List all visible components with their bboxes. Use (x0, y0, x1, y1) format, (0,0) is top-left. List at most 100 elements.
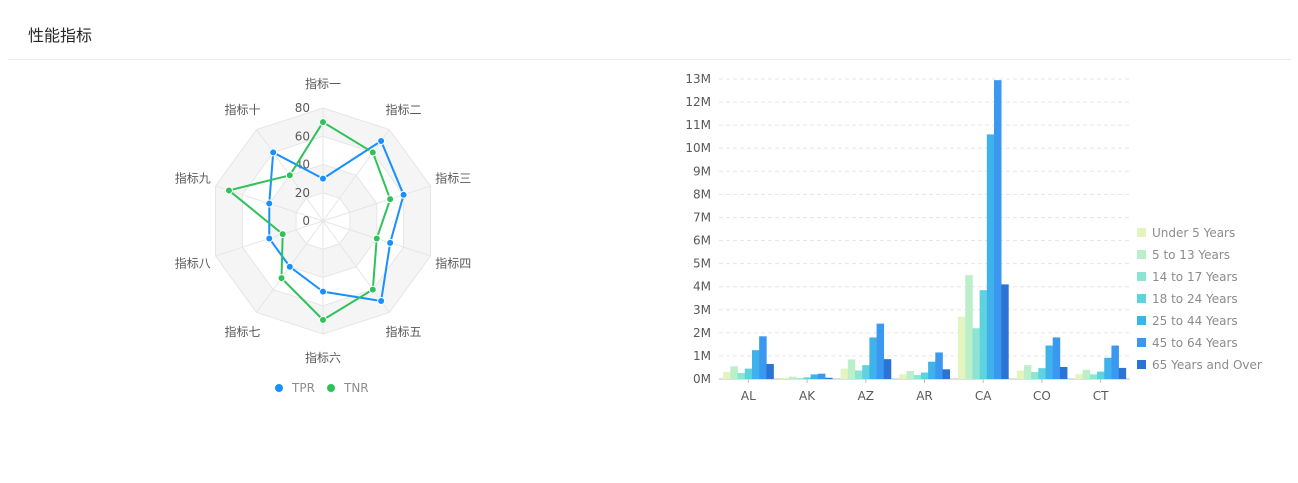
page-title: 性能指标 (28, 26, 93, 45)
legend-marker-series-6[interactable] (1137, 338, 1146, 347)
bar-ca-series-4[interactable] (979, 290, 988, 379)
bar-co-series-1[interactable] (1016, 370, 1025, 379)
bar-az-series-4[interactable] (862, 365, 870, 379)
legend-marker-series-4[interactable] (1137, 294, 1146, 303)
bar-ar-series-6[interactable] (935, 352, 943, 379)
bar-ct-series-7[interactable] (1118, 367, 1127, 379)
bar-ca-series-3[interactable] (972, 328, 980, 379)
legend-marker-series-7[interactable] (1137, 360, 1146, 369)
bar-ct-series-2[interactable] (1082, 369, 1091, 379)
radar-point-tnr (224, 186, 233, 195)
legend-label-series-3[interactable]: 14 to 17 Years (1152, 270, 1238, 284)
radar-tick-label: 80 (295, 101, 310, 115)
bar-ar-series-2[interactable] (906, 370, 915, 379)
bar-ak-series-4[interactable] (803, 377, 811, 379)
x-tick-label: AK (799, 389, 816, 403)
legend-label-tpr[interactable]: TPR (291, 381, 315, 395)
legend-marker-series-1[interactable] (1137, 228, 1146, 237)
legend-label-series-2[interactable]: 5 to 13 Years (1152, 248, 1230, 262)
bar-co-series-5[interactable] (1045, 345, 1054, 379)
bar-az-series-3[interactable] (854, 370, 863, 379)
bar-al-series-6[interactable] (759, 336, 767, 379)
bar-az-series-7[interactable] (883, 359, 892, 379)
bar-ar-series-5[interactable] (928, 361, 936, 379)
y-tick-label: 8M (693, 187, 711, 201)
bar-ca-series-1[interactable] (958, 316, 966, 379)
bar-az-series-5[interactable] (869, 337, 877, 379)
radar-point-tpr (386, 238, 395, 247)
bar-al-series-7[interactable] (766, 364, 774, 379)
bar-ak-series-5[interactable] (810, 374, 819, 379)
radar-point-tpr (377, 296, 386, 305)
radar-point-tpr (319, 174, 327, 183)
bar-ca-series-6[interactable] (994, 80, 1002, 380)
x-tick-label: CO (1033, 389, 1051, 403)
radar-point-tpr (319, 287, 327, 296)
y-tick-label: 7M (693, 210, 711, 224)
bar-co-series-2[interactable] (1023, 365, 1032, 379)
bar-co-series-6[interactable] (1052, 337, 1061, 379)
legend-marker-tpr[interactable] (275, 384, 283, 392)
radar-point-tpr (399, 190, 408, 199)
bar-ca-series-5[interactable] (986, 134, 995, 379)
bar-al-series-1[interactable] (723, 371, 731, 379)
panel-header: 性能指标 (8, 0, 1291, 60)
legend-label-series-5[interactable]: 25 to 44 Years (1152, 314, 1238, 328)
x-tick-label: CA (975, 389, 992, 403)
bar-ct-series-5[interactable] (1104, 357, 1112, 379)
bar-az-series-6[interactable] (876, 323, 885, 379)
radar-tick-label: 0 (302, 214, 310, 228)
bar-co-series-7[interactable] (1059, 367, 1068, 379)
radar-point-tnr (372, 234, 381, 243)
radar-point-tnr (285, 171, 294, 180)
bar-ct-series-3[interactable] (1089, 374, 1098, 379)
bar-al-series-4[interactable] (744, 368, 753, 379)
bar-ar-series-1[interactable] (899, 374, 907, 379)
bar-ak-series-2[interactable] (789, 376, 797, 379)
radar-tick-label: 60 (295, 129, 310, 143)
bar-ct-series-4[interactable] (1097, 371, 1105, 379)
bar-al-series-5[interactable] (751, 350, 760, 379)
bar-al-series-3[interactable] (737, 373, 746, 379)
bar-ca-series-7[interactable] (1001, 284, 1009, 379)
legend-label-series-4[interactable]: 18 to 24 Years (1152, 292, 1238, 306)
legend-label-series-1[interactable]: Under 5 Years (1152, 226, 1235, 240)
bar-ak-series-7[interactable] (825, 377, 833, 379)
x-tick-label: AR (916, 389, 933, 403)
radar-point-tnr (368, 285, 377, 294)
radar-axis-label: 指标六 (305, 350, 341, 365)
radar-point-tpr (265, 234, 274, 243)
bar-ca-series-2[interactable] (965, 275, 973, 379)
bar-ct-series-6[interactable] (1111, 345, 1119, 379)
legend-label-tnr[interactable]: TNR (343, 381, 369, 395)
bar-co-series-3[interactable] (1031, 372, 1039, 379)
y-tick-label: 2M (693, 326, 711, 340)
bar-az-series-1[interactable] (840, 368, 849, 379)
y-tick-label: 13M (685, 72, 711, 86)
bar-az-series-2[interactable] (847, 359, 856, 379)
radar-axis-label: 指标四 (435, 255, 471, 270)
legend-marker-series-2[interactable] (1137, 250, 1146, 259)
legend-marker-series-3[interactable] (1137, 272, 1146, 281)
legend-label-series-7[interactable]: 65 Years and Over (1152, 358, 1262, 372)
bar-ar-series-7[interactable] (942, 369, 951, 379)
radar-point-tnr (319, 118, 327, 127)
legend-marker-series-5[interactable] (1137, 316, 1146, 325)
bar-ak-series-6[interactable] (817, 373, 826, 379)
radar-axis-label: 指标一 (305, 76, 341, 91)
bar-ar-series-4[interactable] (920, 372, 929, 379)
y-tick-label: 6M (693, 234, 711, 248)
y-tick-label: 11M (685, 118, 711, 132)
legend-marker-tnr[interactable] (327, 384, 335, 392)
radar-spoke (322, 185, 431, 222)
bar-co-series-4[interactable] (1038, 368, 1046, 379)
radar-axis-label: 指标九 (175, 171, 211, 186)
radar-point-tpr (269, 148, 278, 157)
bar-ak-series-3[interactable] (796, 378, 804, 379)
radar-spoke (322, 129, 390, 222)
bar-ct-series-1[interactable] (1075, 374, 1083, 379)
bar-ar-series-3[interactable] (913, 375, 922, 379)
legend-label-series-6[interactable]: 45 to 64 Years (1152, 336, 1238, 350)
bar-ak-series-1[interactable] (781, 377, 790, 379)
bar-al-series-2[interactable] (730, 366, 738, 379)
